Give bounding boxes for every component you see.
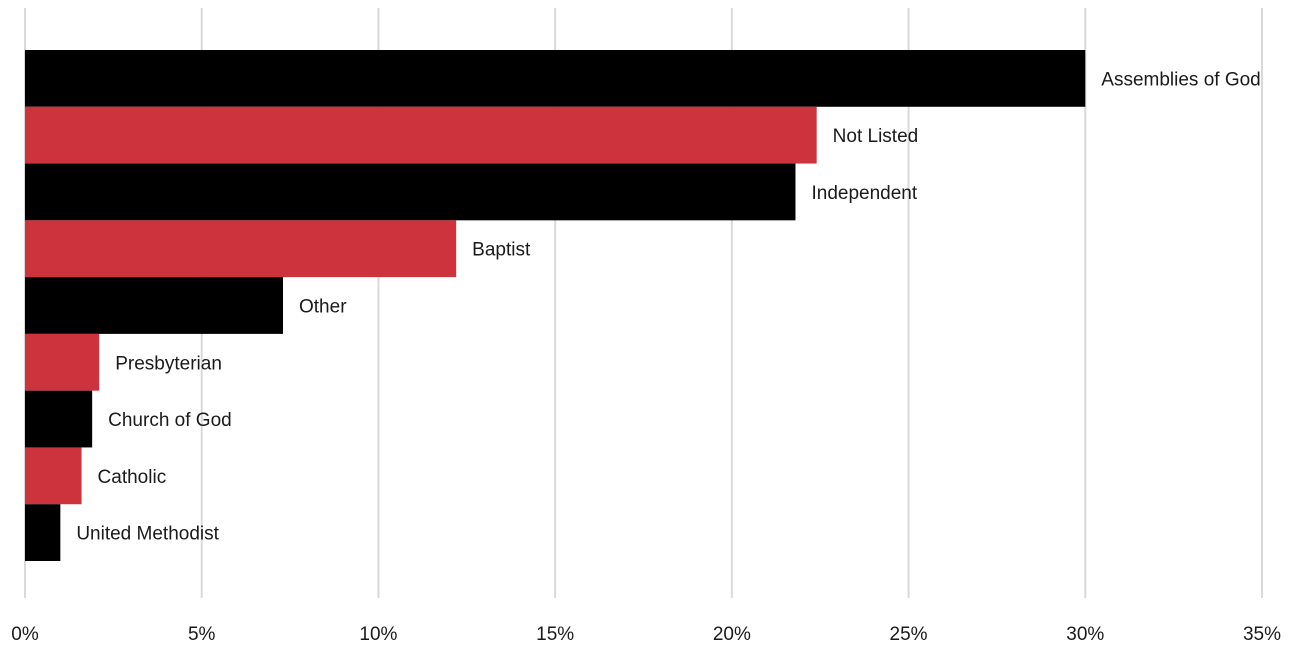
bar [25,504,61,561]
bar-labels: Assemblies of God Not Listed Independent Ba… [76,69,1260,544]
x-axis: 0% 5% 10% 15% 20% 25% 30% 35% [11,624,1281,645]
bar [25,163,796,221]
x-tick-label: 10% [359,624,397,645]
bar-label: Not Listed [833,126,919,147]
x-tick-label: 30% [1066,624,1104,645]
x-tick-label: 15% [536,624,574,645]
x-tick-label: 25% [890,624,928,645]
x-tick-label: 20% [713,624,751,645]
bar-label: Catholic [98,467,167,488]
bar [25,333,100,391]
bar [25,106,817,164]
bar-label: Church of God [108,410,232,431]
bar-label: Other [299,297,347,318]
bar [25,390,93,448]
bar-label: Baptist [472,240,531,261]
x-tick-label: 0% [11,624,39,645]
bar-label: Independent [811,183,917,204]
x-tick-label: 35% [1243,624,1281,645]
bar [25,50,1086,107]
bar [25,277,284,334]
bar [25,220,457,278]
bar-label: Presbyterian [115,353,222,374]
bars [25,50,1086,561]
bar [25,447,82,505]
bar-label: United Methodist [76,524,219,545]
x-tick-label: 5% [188,624,216,645]
bar-label: Assemblies of God [1101,69,1260,90]
